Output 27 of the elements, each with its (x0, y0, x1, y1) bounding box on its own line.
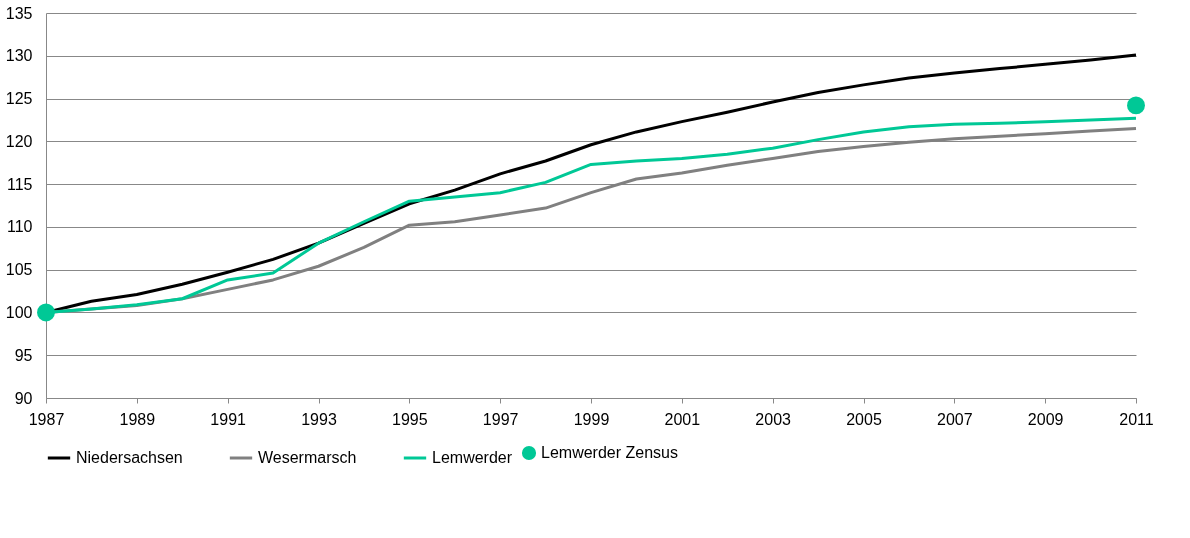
x-tick-label: 1989 (119, 410, 156, 428)
legend-label: Lemwerder Zensus (541, 444, 678, 461)
x-tick-label: 2001 (664, 410, 701, 428)
x-tick-label: 1987 (28, 410, 65, 428)
x-tick-label: 2011 (1119, 410, 1154, 428)
x-tick-label: 1997 (482, 410, 519, 428)
y-tick-label: 130 (5, 47, 33, 65)
x-tick-label: 2009 (1027, 410, 1064, 428)
legend-label: Wesermarsch (258, 449, 357, 466)
x-tick-label: 2003 (755, 410, 792, 428)
y-tick-label: 120 (5, 132, 33, 150)
x-tick-label: 1995 (392, 410, 428, 428)
y-tick-label: 95 (14, 346, 33, 364)
x-tick-label: 1993 (301, 410, 337, 428)
x-tick-label: 1999 (573, 410, 610, 428)
y-tick-label: 115 (6, 175, 33, 193)
legend-label: Niedersachsen (76, 449, 183, 466)
y-tick-label: 90 (14, 389, 33, 407)
y-tick-label: 135 (5, 4, 33, 22)
x-tick-label: 2005 (846, 410, 882, 428)
y-tick-label: 110 (6, 218, 33, 236)
x-tick-label: 2007 (937, 410, 973, 428)
y-tick-label: 100 (5, 303, 33, 321)
y-tick-label: 125 (5, 90, 33, 108)
legend-label: Lemwerder (432, 449, 513, 466)
y-tick-label: 105 (5, 261, 33, 279)
x-tick-label: 1991 (210, 410, 247, 428)
